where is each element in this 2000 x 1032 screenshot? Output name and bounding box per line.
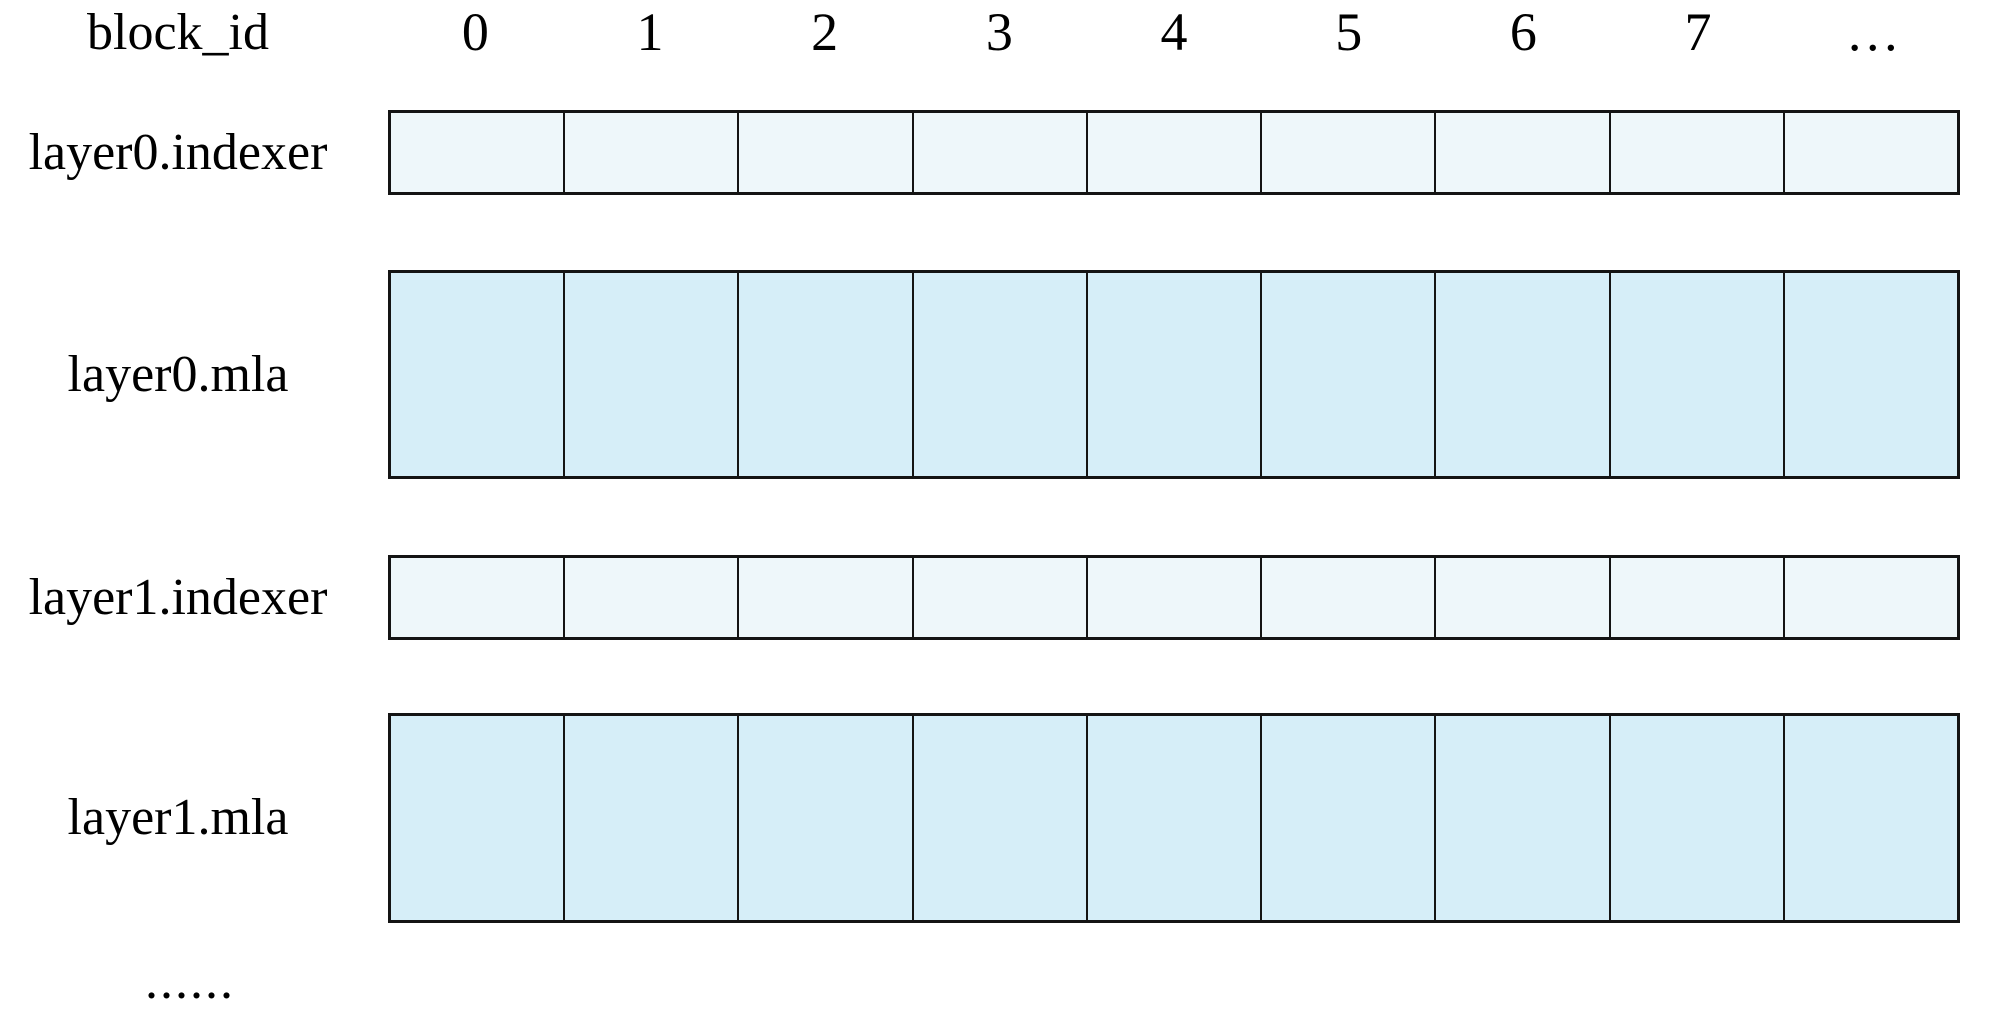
row-label-layer1.indexer: layer1.indexer [28,568,328,626]
block-cell [739,716,914,920]
column-header: 1 [636,2,664,62]
column-header: 4 [1160,2,1188,62]
block-row-layer0.mla [388,270,1960,479]
block-cell [1436,273,1611,476]
block-row-layer0.indexer [388,110,1960,195]
block-cell [1784,716,1957,920]
column-header: 5 [1335,2,1363,62]
block-cell [391,558,566,637]
block-cell [565,273,740,476]
block-cell [565,113,740,192]
block-cell [1087,558,1263,637]
block-cell [913,273,1088,476]
block-cell [1610,113,1785,192]
column-header: 7 [1684,2,1712,62]
block-cell [1784,558,1957,637]
block-cell [1610,558,1785,637]
more-layers-ellipsis: ...... [145,953,235,1010]
block-cell [391,273,566,476]
row-label-layer0.indexer: layer0.indexer [28,123,328,181]
block-row-layer1.indexer [388,555,1960,640]
block-cell [1436,558,1611,637]
block-cell [1087,273,1263,476]
column-header: 3 [985,2,1013,62]
block-cell [1436,716,1611,920]
block-cell [1262,113,1437,192]
block-cell [391,716,566,920]
block-cell [1087,113,1263,192]
block-row-layer1.mla [388,713,1960,923]
block-cell [739,558,914,637]
column-header: … [1845,2,1900,62]
block-cell [1262,716,1437,920]
block-cell [739,113,914,192]
block-id-header-label: block_id [87,4,269,61]
block-cell [1436,113,1611,192]
block-cell [565,716,740,920]
block-cell [1784,113,1957,192]
block-cell [913,113,1088,192]
column-header: 0 [461,2,489,62]
column-header: 2 [811,2,839,62]
block-cell [913,716,1088,920]
row-label-layer0.mla: layer0.mla [67,345,289,403]
block-cell [1087,716,1263,920]
block-cell [1610,716,1785,920]
row-label-layer1.mla: layer1.mla [67,789,289,846]
block-cell [1610,273,1785,476]
block-cell [913,558,1088,637]
block-cell [391,113,566,192]
column-header: 6 [1509,2,1537,62]
block-cell [1262,273,1437,476]
block-cell [565,558,740,637]
block-id-column-headers: 0 1 2 3 4 5 6 7 … [388,2,1960,62]
block-cell [739,273,914,476]
block-cell [1784,273,1957,476]
block-cell [1262,558,1437,637]
